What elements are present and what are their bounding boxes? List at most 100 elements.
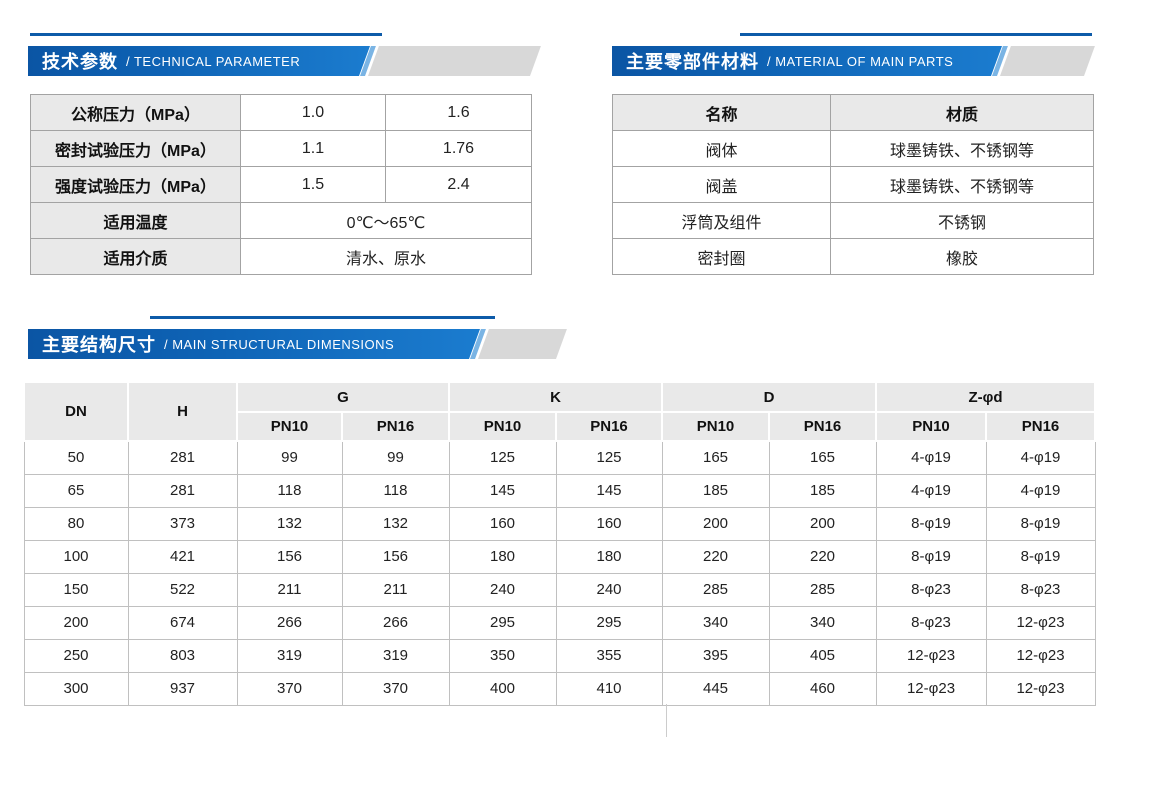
- parameter-value: 2.4: [385, 166, 532, 203]
- dimensions-table-head: DN H G K D Z-φd PN10 PN16 PN10 PN16 PN10…: [23, 381, 1097, 442]
- dimensions-table: DN H G K D Z-φd PN10 PN16 PN10 PN16 PN10…: [23, 381, 1097, 706]
- subcolumn-k-pn16: PN16: [555, 411, 664, 442]
- subcolumn-d-pn10: PN10: [661, 411, 771, 442]
- dimension-cell: 674: [127, 605, 238, 640]
- dimension-cell: 156: [236, 539, 343, 574]
- dimension-cell: 340: [661, 605, 770, 640]
- dimension-cell: 445: [661, 671, 770, 706]
- dimension-cell: 266: [341, 605, 450, 640]
- table-row: 阀盖 球墨铸铁、不锈钢等: [612, 166, 1094, 203]
- header-bar: 技术参数 / TECHNICAL PARAMETER: [28, 46, 370, 76]
- dimension-cell: 460: [768, 671, 877, 706]
- accent-line: [30, 33, 382, 36]
- material-cell: 浮筒及组件: [612, 202, 831, 239]
- dimension-cell: 150: [23, 572, 129, 607]
- dimension-cell: 370: [236, 671, 343, 706]
- table-row: 密封圈 橡胶: [612, 238, 1094, 275]
- dimension-cell: 4-φ19: [985, 473, 1096, 508]
- column-group-zd: Z-φd: [875, 381, 1097, 413]
- table-row: 300 937 370 370 400 410 445 460 12-φ23 12-φ23: [23, 671, 1096, 706]
- stray-divider-line: [666, 704, 667, 737]
- table-row: 阀体 球墨铸铁、不锈钢等: [612, 130, 1094, 167]
- dimension-cell: 522: [127, 572, 238, 607]
- dimension-cell: 99: [236, 440, 343, 475]
- parameter-value: 清水、原水: [240, 238, 532, 275]
- dimension-cell: 12-φ23: [875, 638, 987, 673]
- section-header-technical: 技术参数 / TECHNICAL PARAMETER: [0, 33, 1151, 76]
- subcolumn-g-pn10: PN10: [236, 411, 343, 442]
- section-title-zh: 主要零部件材料: [626, 52, 759, 72]
- materials-table-head: 名称 材质: [612, 94, 1094, 131]
- section-header-dimensions: 主要结构尺寸 / MAIN STRUCTURAL DIMENSIONS: [0, 316, 1151, 359]
- dimension-cell: 132: [341, 506, 450, 541]
- section-title-zh: 主要结构尺寸: [42, 335, 156, 355]
- header-bar-tail: [478, 329, 567, 359]
- dimension-cell: 8-φ23: [875, 605, 987, 640]
- section-title-zh: 技术参数: [42, 52, 118, 72]
- dimension-cell: 281: [127, 473, 238, 508]
- dimension-cell: 340: [768, 605, 877, 640]
- dimension-cell: 200: [768, 506, 877, 541]
- table-row: 200 674 266 266 295 295 340 340 8-φ23 12-φ23: [23, 605, 1096, 640]
- table-row: 100 421 156 156 180 180 220 220 8-φ19 8-φ19: [23, 539, 1096, 574]
- header-bar-tail: [1000, 46, 1095, 76]
- section-title-en: / MATERIAL OF MAIN PARTS: [767, 53, 954, 69]
- dimension-cell: 281: [127, 440, 238, 475]
- table-row: 浮筒及组件 不锈钢: [612, 202, 1094, 239]
- parameter-value: 1.6: [385, 94, 532, 131]
- subcolumn-g-pn16: PN16: [340, 411, 451, 442]
- table-row: 250 803 319 319 350 355 395 405 12-φ23 12-φ23: [23, 638, 1096, 673]
- dimension-cell: 373: [127, 506, 238, 541]
- dimension-cell: 285: [768, 572, 877, 607]
- dimension-cell: 211: [236, 572, 343, 607]
- material-cell: 不锈钢: [830, 202, 1094, 239]
- table-row: 适用温度 0℃～65℃: [30, 202, 532, 239]
- column-header-h: H: [127, 381, 238, 442]
- dimension-cell: 8-φ19: [985, 506, 1096, 541]
- subcolumn-z-pn16: PN16: [985, 411, 1097, 442]
- column-header-material: 材质: [830, 94, 1094, 131]
- dimension-cell: 165: [661, 440, 770, 475]
- dimension-cell: 165: [768, 440, 877, 475]
- dimension-cell: 118: [341, 473, 450, 508]
- technical-table-body: 公称压力（MPa） 1.0 1.6 密封试验压力（MPa） 1.1 1.76 强度试验压力（…: [30, 94, 532, 275]
- dimension-cell: 80: [23, 506, 129, 541]
- table-row: 50 281 99 99 125 125 165 165 4-φ19 4-φ19: [23, 440, 1096, 475]
- dimension-cell: 421: [127, 539, 238, 574]
- dimension-cell: 8-φ23: [875, 572, 987, 607]
- dimension-cell: 156: [341, 539, 450, 574]
- section-title-en: / TECHNICAL PARAMETER: [126, 53, 301, 69]
- material-cell: 球墨铸铁、不锈钢等: [830, 166, 1094, 203]
- dimension-cell: 145: [555, 473, 663, 508]
- dimension-cell: 266: [236, 605, 343, 640]
- table-row: 80 373 132 132 160 160 200 200 8-φ19 8-φ19: [23, 506, 1096, 541]
- dimension-cell: 8-φ19: [875, 506, 987, 541]
- dimension-cell: 211: [341, 572, 450, 607]
- dimension-cell: 200: [23, 605, 129, 640]
- dimension-cell: 250: [23, 638, 129, 673]
- dimension-cell: 132: [236, 506, 343, 541]
- material-cell: 阀盖: [612, 166, 831, 203]
- column-group-d: D: [661, 381, 878, 413]
- dimension-cell: 125: [448, 440, 557, 475]
- parameter-value: 1.76: [385, 130, 532, 167]
- dimension-cell: 100: [23, 539, 129, 574]
- dimension-cell: 8-φ19: [875, 539, 987, 574]
- parameter-value: 1.1: [240, 130, 386, 167]
- dimension-cell: 400: [448, 671, 557, 706]
- dimension-cell: 319: [236, 638, 343, 673]
- table-row: 名称 材质: [612, 94, 1094, 131]
- dimension-cell: 180: [448, 539, 557, 574]
- column-header-name: 名称: [612, 94, 831, 131]
- material-cell: 橡胶: [830, 238, 1094, 275]
- subcolumn-k-pn10: PN10: [448, 411, 558, 442]
- dimension-cell: 50: [23, 440, 129, 475]
- accent-line: [150, 316, 495, 319]
- table-row: 密封试验压力（MPa） 1.1 1.76: [30, 130, 532, 167]
- dimension-cell: 370: [341, 671, 450, 706]
- dimension-cell: 12-φ23: [875, 671, 987, 706]
- table-row: 公称压力（MPa） 1.0 1.6: [30, 94, 532, 131]
- dimension-cell: 240: [555, 572, 663, 607]
- dimension-cell: 295: [555, 605, 663, 640]
- dimension-cell: 300: [23, 671, 129, 706]
